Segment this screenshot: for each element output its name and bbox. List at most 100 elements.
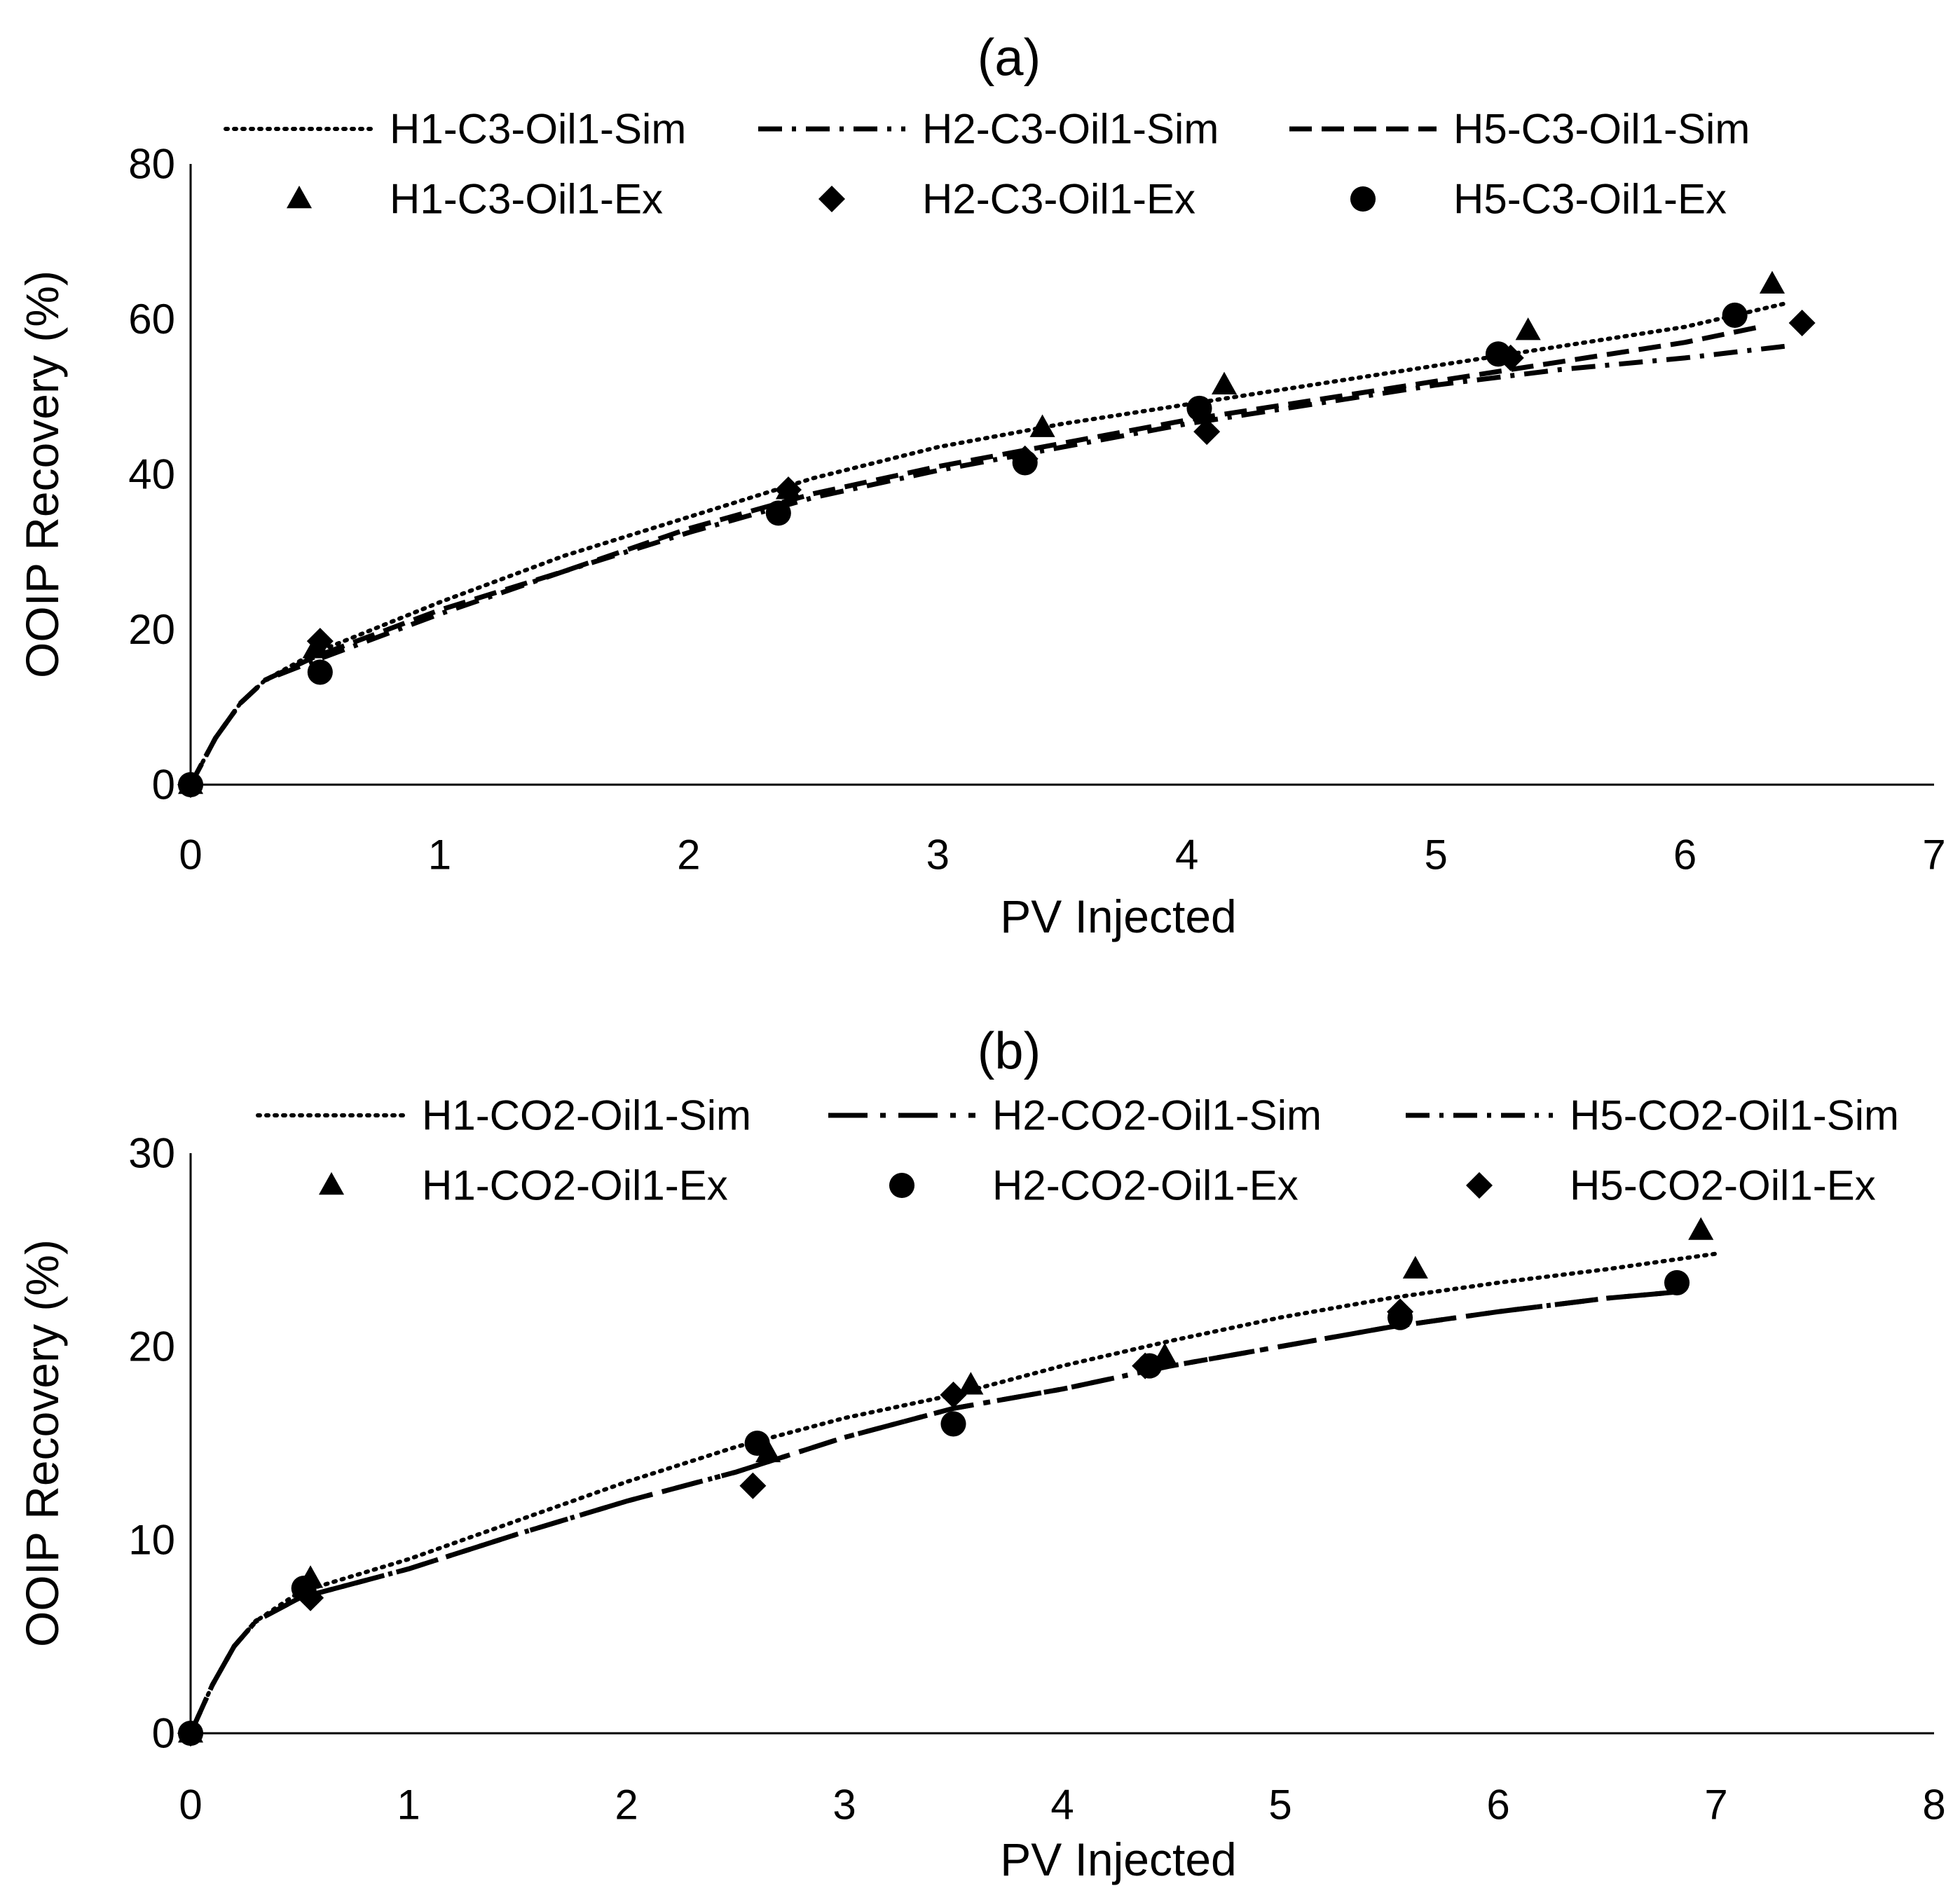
series-line: [188, 1290, 1673, 1735]
legend-label: H1-CO2-Oil1-Ex: [422, 1162, 728, 1209]
data-point: [775, 476, 802, 504]
x-tick-label: 7: [1704, 1782, 1727, 1829]
legend-label: H2-C3-Oil1-Ex: [922, 176, 1195, 223]
data-point: [1788, 310, 1816, 337]
legend-label: H5-CO2-Oil1-Sim: [1570, 1092, 1899, 1139]
y-axis-title: OOIP Recovery (%): [16, 270, 68, 678]
series-0: [189, 301, 1787, 787]
legend-marker-swatch: [318, 1172, 345, 1195]
data-point: [1402, 1255, 1428, 1279]
series-1: [188, 343, 1786, 786]
series-line: [188, 1290, 1673, 1735]
data-point: [1029, 414, 1055, 437]
data-point: [177, 1720, 204, 1747]
y-axis-title: OOIP Recovery (%): [16, 1239, 68, 1647]
data-point: [744, 1430, 770, 1457]
legend-label: H5-C3-Oil1-Ex: [1453, 176, 1727, 223]
x-tick-label: 0: [179, 1782, 202, 1829]
series-4: [177, 310, 1816, 798]
x-tick-label: 3: [832, 1782, 856, 1829]
series-5: [177, 302, 1748, 798]
x-tick-label: 8: [1922, 1782, 1945, 1829]
series-line: [188, 324, 1760, 786]
data-point: [1722, 302, 1748, 329]
legend-label: H1-CO2-Oil1-Sim: [422, 1092, 751, 1139]
legend-label: H1-C3-Oil1-Ex: [390, 176, 663, 223]
series-2: [188, 324, 1760, 786]
series-line: [188, 343, 1786, 786]
x-tick-label: 2: [677, 832, 700, 879]
series-2: [188, 1290, 1673, 1735]
series-line: [189, 301, 1787, 787]
x-tick-label: 7: [1922, 832, 1945, 879]
legend-label: H2-C3-Oil1-Sim: [922, 106, 1219, 153]
y-tick-label: 20: [128, 1323, 175, 1370]
legend-label: H1-C3-Oil1-Sim: [390, 106, 686, 153]
x-tick-label: 5: [1268, 1782, 1291, 1829]
y-tick-label: 60: [128, 296, 175, 343]
legend-label: H2-CO2-Oil1-Sim: [992, 1092, 1322, 1139]
series-5: [177, 1298, 1414, 1747]
chart-panel-1: (b) 0 1 2 3 4 5 6 7 8 0 10 20 30 PV Injected OOIP Recov…: [16, 1022, 1946, 1886]
data-point: [958, 1372, 984, 1395]
x-tick-label: 1: [397, 1782, 420, 1829]
y-tick-label: 0: [152, 1710, 175, 1757]
data-point: [940, 1411, 966, 1437]
data-point: [1186, 395, 1212, 421]
data-point: [1387, 1298, 1414, 1326]
x-tick-label: 2: [615, 1782, 638, 1829]
y-tick-label: 80: [128, 141, 175, 188]
x-tick-label: 3: [926, 832, 950, 879]
data-point: [1012, 450, 1038, 476]
data-point: [1664, 1269, 1690, 1295]
series-1: [188, 1290, 1673, 1735]
x-tick-label: 1: [428, 832, 451, 879]
y-tick-label: 40: [128, 451, 175, 498]
x-tick-label: 4: [1175, 832, 1198, 879]
x-tick-label: 4: [1050, 1782, 1074, 1829]
data-point: [307, 659, 333, 685]
data-point: [1759, 270, 1786, 294]
series-0: [189, 1251, 1718, 1735]
y-tick-label: 30: [128, 1130, 175, 1177]
x-tick-label: 6: [1673, 832, 1697, 879]
legend-marker-swatch: [286, 186, 313, 209]
legend-marker-swatch: [1466, 1172, 1493, 1199]
x-tick-label: 6: [1486, 1782, 1509, 1829]
y-tick-label: 20: [128, 606, 175, 653]
chart-panel-0: (a) 0 1 2 3 4 5 6 7 0 20 40 60 80 PV Injected OOIP Reco…: [16, 29, 1946, 943]
data-point: [1211, 371, 1238, 394]
series-4: [177, 1269, 1690, 1747]
x-tick-label: 5: [1424, 832, 1447, 879]
legend-marker-swatch: [1350, 186, 1376, 212]
y-tick-label: 0: [152, 762, 175, 808]
data-point: [1485, 341, 1512, 367]
legend: H1-C3-Oil1-Sim H2-C3-Oil1-Sim H5-C3-Oil1-S…: [224, 106, 1750, 223]
legend-label: H2-CO2-Oil1-Ex: [992, 1162, 1298, 1209]
series-3: [177, 1217, 1714, 1743]
data-point: [306, 628, 334, 655]
data-point: [177, 771, 204, 798]
data-point: [755, 1439, 781, 1463]
data-point: [739, 1472, 767, 1499]
panel-label: (a): [978, 29, 1041, 87]
x-axis-title: PV Injected: [1000, 890, 1237, 942]
data-point: [765, 500, 791, 526]
legend-label: H5-CO2-Oil1-Ex: [1570, 1162, 1876, 1209]
legend-marker-swatch: [889, 1172, 915, 1199]
data-point: [1515, 317, 1541, 340]
y-tick-label: 10: [128, 1517, 175, 1564]
series-line: [189, 1251, 1718, 1735]
data-point: [1193, 418, 1221, 446]
data-point: [1132, 1352, 1159, 1379]
data-point: [297, 1584, 324, 1611]
data-point: [940, 1382, 967, 1408]
legend-marker-swatch: [818, 186, 845, 212]
data-point: [1688, 1217, 1714, 1240]
legend: H1-CO2-Oil1-Sim H2-CO2-Oil1-Sim H5-CO2-Oil…: [256, 1092, 1899, 1209]
panel-label: (b): [978, 1022, 1041, 1080]
legend-label: H5-C3-Oil1-Sim: [1453, 106, 1750, 153]
x-axis-title: PV Injected: [1000, 1833, 1237, 1885]
x-tick-label: 0: [179, 832, 202, 879]
